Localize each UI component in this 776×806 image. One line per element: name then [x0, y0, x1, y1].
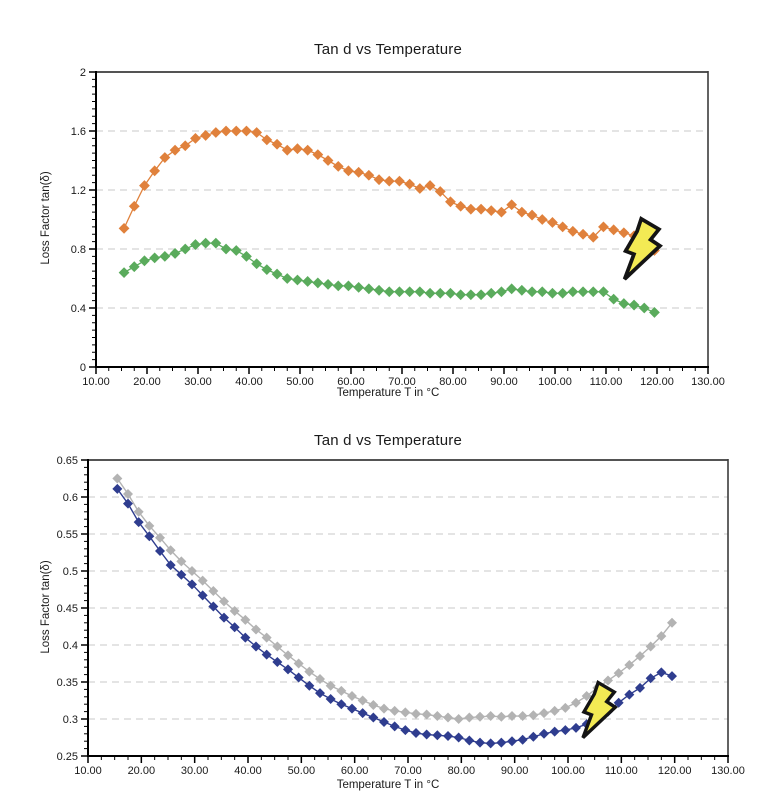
plot-frame [88, 459, 729, 756]
svg-text:130.00: 130.00 [691, 376, 725, 388]
plot-top-svg: 10.00 20.00 30.00 40.00 50.00 60.00 70.00 80.00… [71, 67, 725, 388]
x-axis-label: Temperature T in °C [336, 779, 440, 791]
svg-text:120.00: 120.00 [640, 376, 674, 388]
plot-bottom-svg: 10.00 20.00 30.00 40.00 50.00 60.00 70.00 80.00… [57, 455, 745, 777]
svg-text:1.2: 1.2 [71, 185, 86, 197]
svg-text:0.3: 0.3 [63, 714, 78, 726]
svg-text:10.00: 10.00 [74, 765, 102, 777]
svg-text:70.00: 70.00 [388, 376, 416, 388]
svg-text:50.00: 50.00 [288, 765, 316, 777]
svg-text:20.00: 20.00 [133, 376, 161, 388]
x-axis: 10.00 20.00 30.00 40.00 50.00 60.00 70.00 80.00… [82, 366, 725, 388]
chart-top: Tan d vs Temperature Loss Factor tan(δ) … [40, 41, 725, 399]
svg-text:130.00: 130.00 [711, 765, 745, 777]
svg-text:110.00: 110.00 [590, 376, 623, 388]
svg-text:100.00: 100.00 [551, 765, 585, 777]
svg-text:60.00: 60.00 [341, 765, 369, 777]
svg-text:60.00: 60.00 [337, 376, 365, 388]
gridlines [96, 130, 708, 309]
gridlines [88, 496, 728, 720]
svg-text:120.00: 120.00 [658, 765, 692, 777]
svg-text:90.00: 90.00 [490, 376, 518, 388]
svg-text:110.00: 110.00 [605, 765, 638, 777]
svg-text:0.35: 0.35 [57, 677, 78, 689]
svg-text:70.00: 70.00 [394, 765, 422, 777]
svg-text:0.8: 0.8 [71, 244, 86, 256]
chart-title: Tan d vs Temperature [314, 41, 462, 58]
svg-text:2: 2 [80, 67, 86, 79]
svg-text:0.4: 0.4 [71, 303, 86, 315]
chart-title: Tan d vs Temperature [314, 432, 462, 449]
svg-text:90.00: 90.00 [501, 765, 529, 777]
svg-text:0.4: 0.4 [63, 640, 78, 652]
chart-bottom: Tan d vs Temperature Loss Factor tan(δ) … [0, 403, 776, 806]
svg-text:0: 0 [80, 362, 86, 374]
x-axis: 10.00 20.00 30.00 40.00 50.00 60.00 70.00 80.00… [74, 755, 745, 777]
series-green-series [118, 237, 660, 318]
svg-text:50.00: 50.00 [286, 376, 314, 388]
svg-text:0.45: 0.45 [57, 603, 78, 615]
svg-text:30.00: 30.00 [184, 376, 212, 388]
y-axis: 0 0.4 0.8 1.2 1.6 2 [71, 67, 97, 374]
svg-text:10.00: 10.00 [82, 376, 110, 388]
svg-text:0.55: 0.55 [57, 529, 78, 541]
svg-text:0.65: 0.65 [57, 455, 78, 467]
svg-text:0.6: 0.6 [63, 492, 78, 504]
series-gray-series [112, 473, 677, 724]
series-orange-series [118, 125, 660, 256]
svg-text:40.00: 40.00 [234, 765, 262, 777]
svg-text:0.25: 0.25 [57, 751, 78, 763]
svg-text:40.00: 40.00 [235, 376, 263, 388]
y-axis: 0.25 0.3 0.35 0.4 0.45 0.5 0.55 0.6 0.65 [57, 455, 89, 763]
svg-text:0.5: 0.5 [63, 566, 78, 578]
series-blue-series [112, 483, 677, 749]
svg-text:20.00: 20.00 [128, 765, 156, 777]
svg-text:1.6: 1.6 [71, 126, 86, 138]
lightning-bolt-icon [581, 680, 619, 739]
lightning-bolt-icon [622, 216, 663, 281]
svg-text:80.00: 80.00 [439, 376, 467, 388]
plot-frame [96, 71, 709, 367]
x-axis-label: Temperature T in °C [336, 387, 440, 399]
svg-text:30.00: 30.00 [181, 765, 209, 777]
svg-text:80.00: 80.00 [448, 765, 476, 777]
svg-text:100.00: 100.00 [538, 376, 572, 388]
